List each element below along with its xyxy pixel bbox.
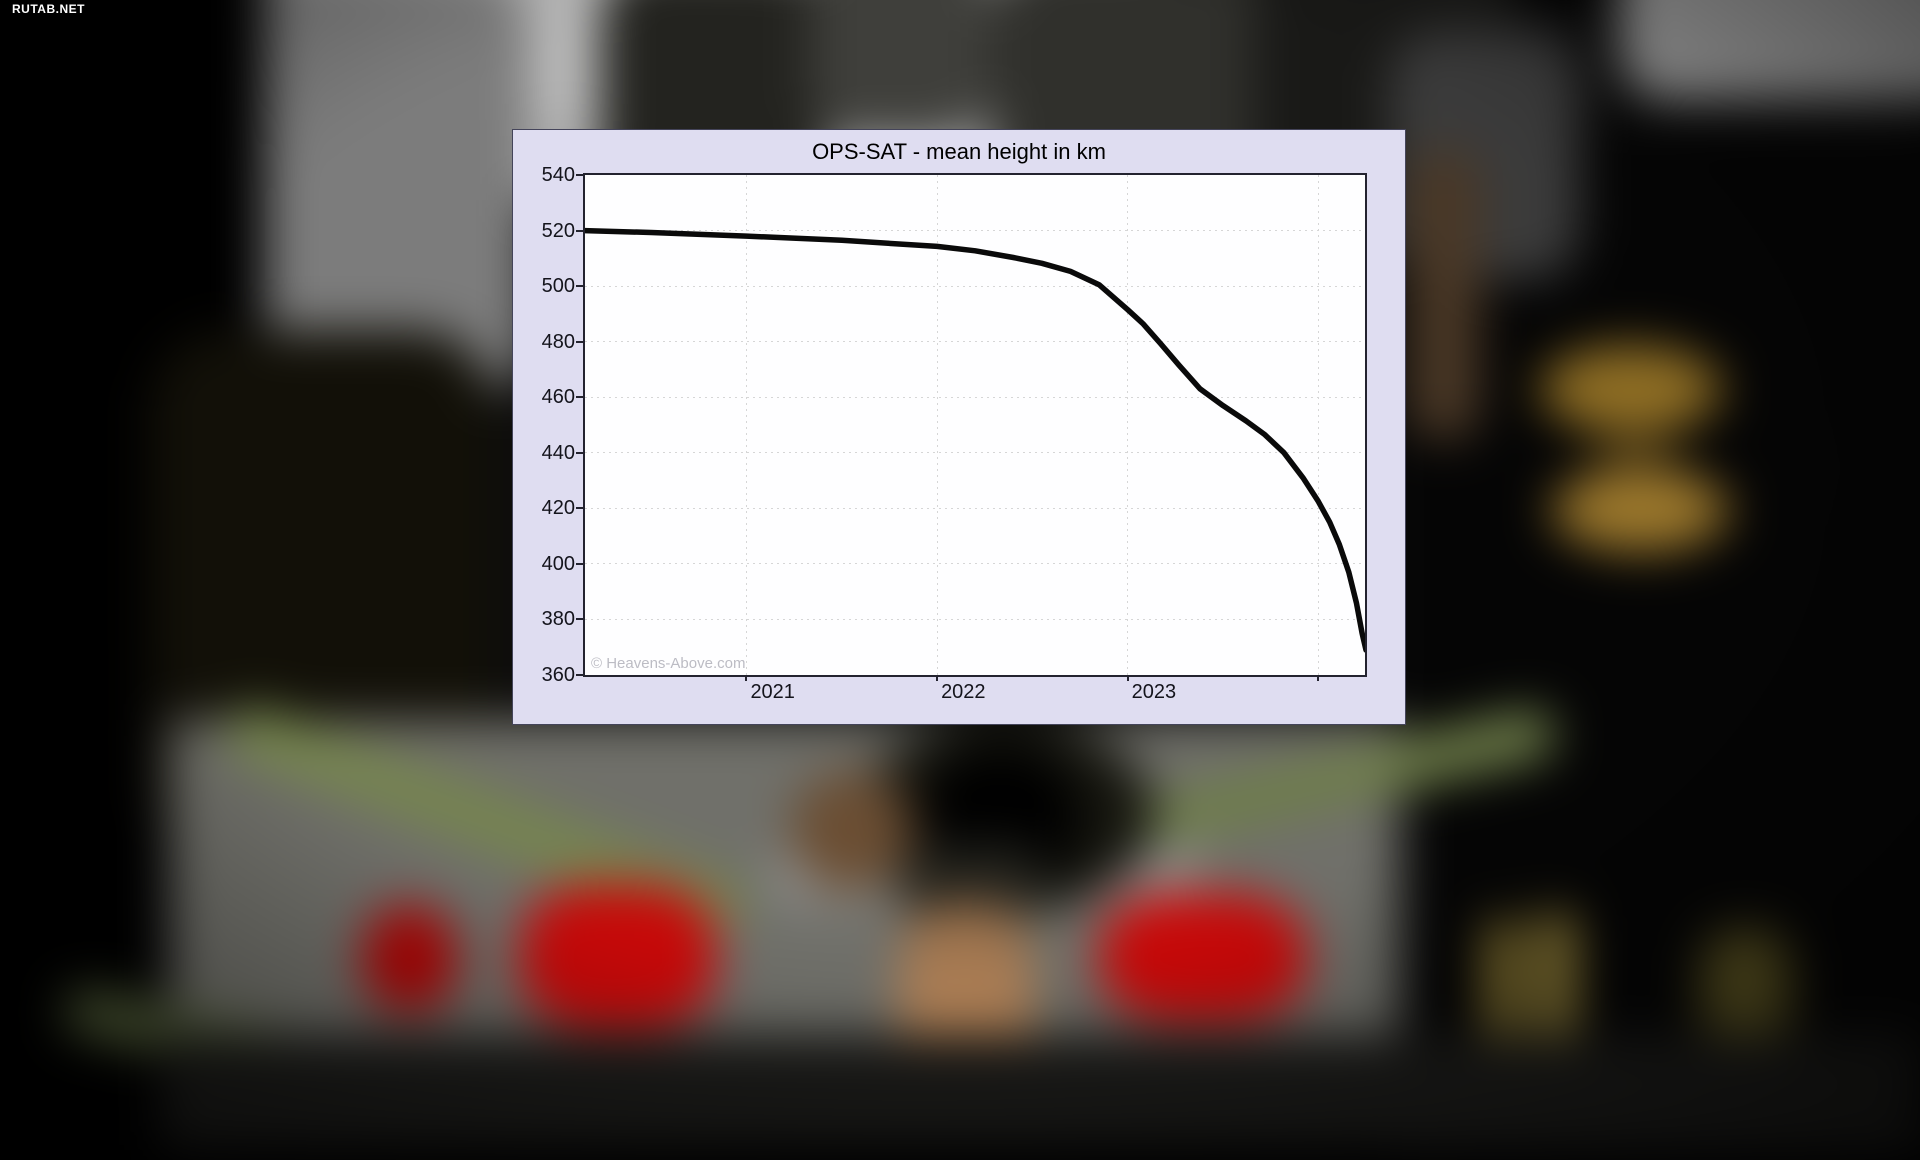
y-axis-tick-label: 480 bbox=[541, 330, 575, 353]
y-axis-tick-label: 540 bbox=[541, 164, 575, 186]
site-watermark: RUTAB.NET bbox=[12, 2, 85, 16]
y-axis-tick-label: 460 bbox=[541, 386, 575, 409]
gridline-vertical bbox=[1127, 175, 1129, 675]
gridline-horizontal bbox=[585, 563, 1365, 565]
gridline-horizontal bbox=[585, 507, 1365, 509]
gridline-vertical bbox=[1317, 175, 1319, 675]
y-axis-tick-label: 500 bbox=[541, 275, 575, 298]
gridline-vertical bbox=[745, 175, 747, 675]
gridline-horizontal bbox=[585, 230, 1365, 232]
y-axis-tick-label: 380 bbox=[541, 608, 575, 631]
gridline-horizontal bbox=[585, 396, 1365, 398]
chart-panel: OPS-SAT - mean height in km © Heavens-Ab… bbox=[512, 129, 1406, 725]
y-axis-tick-label: 360 bbox=[541, 664, 575, 686]
plot-area: © Heavens-Above.com bbox=[583, 173, 1367, 677]
x-axis-tick-label: 2023 bbox=[1131, 681, 1177, 703]
chart-title: OPS-SAT - mean height in km bbox=[812, 139, 1106, 164]
gridline-horizontal bbox=[585, 341, 1365, 343]
y-axis-tick-label: 440 bbox=[541, 441, 575, 464]
y-axis-tick-label: 520 bbox=[541, 219, 575, 242]
decay-curve bbox=[585, 227, 1365, 653]
copyright-watermark: © Heavens-Above.com bbox=[591, 655, 746, 672]
x-axis-tick-label: 2022 bbox=[941, 681, 986, 703]
decay-curve-line bbox=[585, 227, 1365, 653]
x-axis-tick-label: 2021 bbox=[750, 681, 795, 703]
y-axis-tick-label: 400 bbox=[541, 552, 575, 575]
gridline-horizontal bbox=[585, 285, 1365, 287]
gridline-horizontal bbox=[585, 618, 1365, 620]
y-axis-tick-label: 420 bbox=[541, 497, 575, 520]
gridline-vertical bbox=[936, 175, 938, 675]
gridline-horizontal bbox=[585, 452, 1365, 454]
